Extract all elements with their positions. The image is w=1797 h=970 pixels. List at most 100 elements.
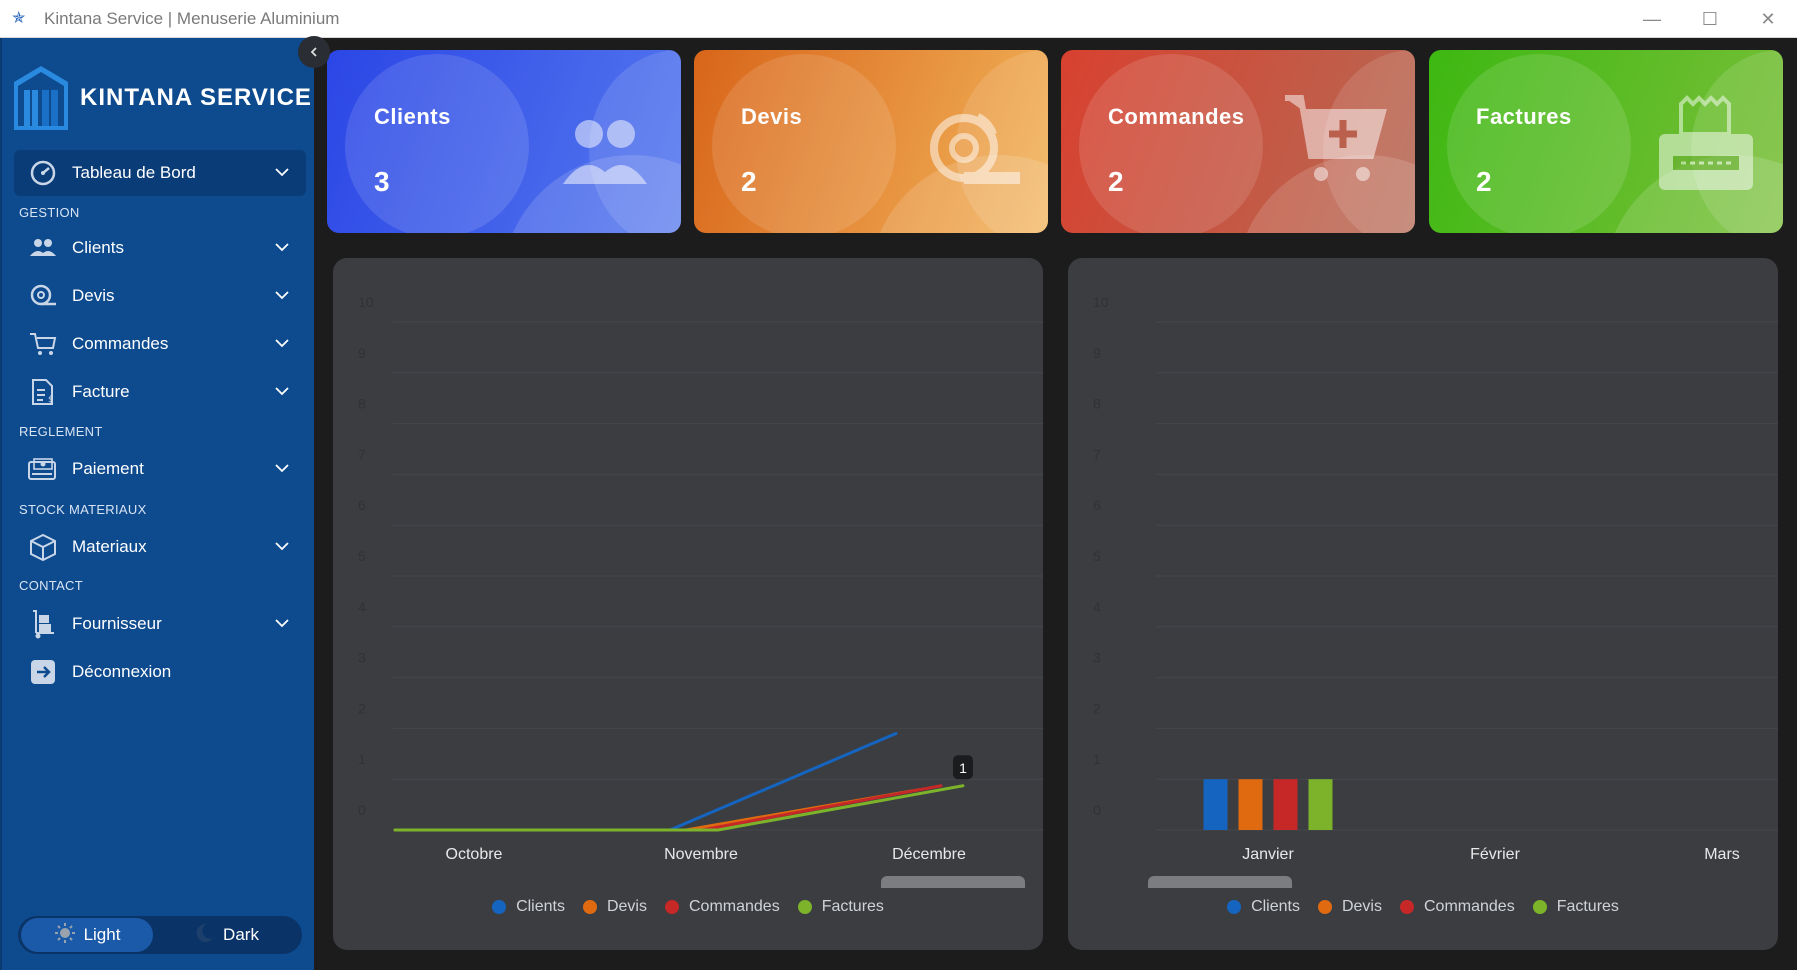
line-series-factures[interactable]	[393, 784, 965, 832]
x-tick-label: Février	[1470, 846, 1520, 863]
sidebar-item-label: Facture	[72, 382, 130, 401]
chevron-down-icon	[275, 619, 289, 628]
bar-factures[interactable]	[1308, 779, 1333, 830]
users-icon	[563, 120, 647, 184]
card-count: 2	[741, 166, 757, 197]
stat-card-clients[interactable]: Clients 3	[327, 50, 681, 233]
y-tick-label: 5	[358, 548, 366, 564]
legend-dot	[1227, 900, 1242, 914]
sidebar-item-paiement[interactable]: Paiement	[14, 446, 306, 492]
card-title: Commandes	[1108, 104, 1245, 129]
sidebar-item-label: Materiaux	[72, 537, 147, 556]
close-button[interactable]: ✕	[1760, 8, 1776, 29]
theme-light-label: Light	[83, 925, 121, 944]
sidebar-item-label: Commandes	[72, 334, 169, 353]
x-tick-label: Janvier	[1242, 846, 1294, 863]
sidebar-item-deconnexion[interactable]: Déconnexion	[14, 649, 306, 695]
y-tick-label: 1	[1093, 751, 1101, 767]
sidebar-item-clients[interactable]: Clients	[14, 225, 306, 271]
y-tick-label: 8	[358, 396, 366, 412]
bar-commandes[interactable]	[1273, 779, 1298, 830]
legend-dot	[664, 900, 679, 914]
stat-card-commandes[interactable]: Commandes 2	[1061, 50, 1415, 233]
hand-truck-icon	[28, 609, 58, 639]
line-series-commandes[interactable]	[393, 784, 943, 832]
sidebar-item-devis[interactable]: Devis	[14, 273, 306, 319]
card-title: Devis	[741, 104, 803, 129]
y-tick-label: 9	[358, 345, 366, 361]
y-tick-label: 3	[1093, 650, 1101, 666]
line-chart: 0 1 2 3 4 5 6 7 8 9 10 1 Octobre Novembre Décembre	[358, 294, 1043, 863]
legend-dot	[1399, 900, 1414, 914]
y-tick-label: 7	[1093, 446, 1101, 462]
x-tick-label: Mars	[1704, 846, 1740, 863]
sidebar: KINTANA SERVICE Tableau de Bord GESTION …	[0, 38, 314, 970]
legend-label: Factures	[821, 898, 884, 915]
tape-measure-icon	[930, 113, 1020, 184]
section-contact: CONTACT	[19, 578, 83, 593]
legend-item[interactable]: Factures	[797, 898, 884, 916]
bar-clients[interactable]	[1203, 779, 1228, 830]
line-series-clients[interactable]	[393, 731, 898, 832]
stat-card-devis[interactable]: Devis 2	[694, 50, 1048, 233]
moon-icon	[193, 922, 215, 949]
legend-dot	[492, 900, 507, 914]
line-series-devis[interactable]	[393, 788, 921, 832]
theme-dark-button[interactable]: Dark	[160, 918, 292, 952]
legend-item[interactable]: Factures	[1532, 898, 1619, 916]
title-bar: ✯ Kintana Service | Menuserie Aluminium …	[0, 0, 1797, 38]
users-icon	[28, 233, 58, 263]
chevron-down-icon	[275, 168, 289, 177]
speedometer-icon	[28, 158, 58, 188]
logout-icon	[28, 657, 58, 687]
sidebar-item-facture[interactable]: $ Facture	[14, 369, 306, 415]
chevron-down-icon	[275, 291, 289, 300]
payment-card-icon	[28, 454, 58, 484]
legend-item[interactable]: Clients	[1227, 898, 1300, 916]
legend-label: Clients	[1251, 898, 1300, 915]
sidebar-item-fournisseur[interactable]: Fournisseur	[14, 601, 306, 647]
legend-item[interactable]: Commandes	[1399, 898, 1515, 916]
box-icon	[28, 532, 58, 562]
sidebar-item-label: Clients	[72, 238, 124, 257]
y-tick-label: 9	[1093, 345, 1101, 361]
line-chart-panel: 0 1 2 3 4 5 6 7 8 9 10 1 Octobre Novembre Décembre Cli…	[333, 258, 1043, 950]
y-tick-label: 10	[358, 294, 374, 310]
card-title: Factures	[1476, 104, 1572, 129]
legend-label: Factures	[1556, 898, 1619, 915]
section-gestion: GESTION	[19, 205, 80, 220]
sidebar-item-dashboard[interactable]: Tableau de Bord	[14, 150, 306, 196]
theme-dark-label: Dark	[223, 925, 259, 944]
y-tick-label: 0	[1093, 802, 1101, 818]
theme-light-button[interactable]: Light	[21, 918, 153, 952]
tape-measure-icon	[28, 281, 58, 311]
bar-chart-panel: 0 1 2 3 4 5 6 7 8 9 10 Janvier Février Mars Clients D…	[1068, 258, 1778, 950]
invoice-icon: $	[28, 377, 58, 407]
bar-devis[interactable]	[1238, 779, 1263, 830]
legend-item[interactable]: Clients	[492, 898, 565, 916]
chart-scrollbar[interactable]	[881, 876, 1025, 888]
sidebar-item-commandes[interactable]: Commandes	[14, 321, 306, 367]
chevron-down-icon	[275, 464, 289, 473]
receipt-printer-icon	[1659, 95, 1753, 190]
legend-item[interactable]: Commandes	[664, 898, 780, 916]
chart-legend: Clients Devis Commandes Factures	[1068, 898, 1778, 916]
sidebar-item-materiaux[interactable]: Materiaux	[14, 524, 306, 570]
x-tick-label: Novembre	[664, 846, 738, 863]
minimize-button[interactable]: —	[1643, 8, 1661, 29]
sidebar-collapse-button[interactable]	[298, 36, 330, 68]
y-tick-label: 5	[1093, 548, 1101, 564]
y-tick-label: 6	[1093, 497, 1101, 513]
tooltip-value: 1	[959, 760, 967, 776]
chevron-left-icon	[310, 47, 317, 57]
section-reglement: REGLEMENT	[19, 424, 103, 439]
building-logo-icon	[14, 66, 68, 130]
maximize-button[interactable]: ☐	[1701, 8, 1719, 29]
legend-label: Commandes	[688, 898, 780, 915]
legend-item[interactable]: Devis	[582, 898, 647, 916]
legend-item[interactable]: Devis	[1317, 898, 1382, 916]
sun-icon	[54, 922, 76, 949]
legend-dot	[582, 900, 597, 914]
stat-card-factures[interactable]: Factures 2	[1429, 50, 1783, 233]
chart-scrollbar[interactable]	[1148, 876, 1292, 888]
